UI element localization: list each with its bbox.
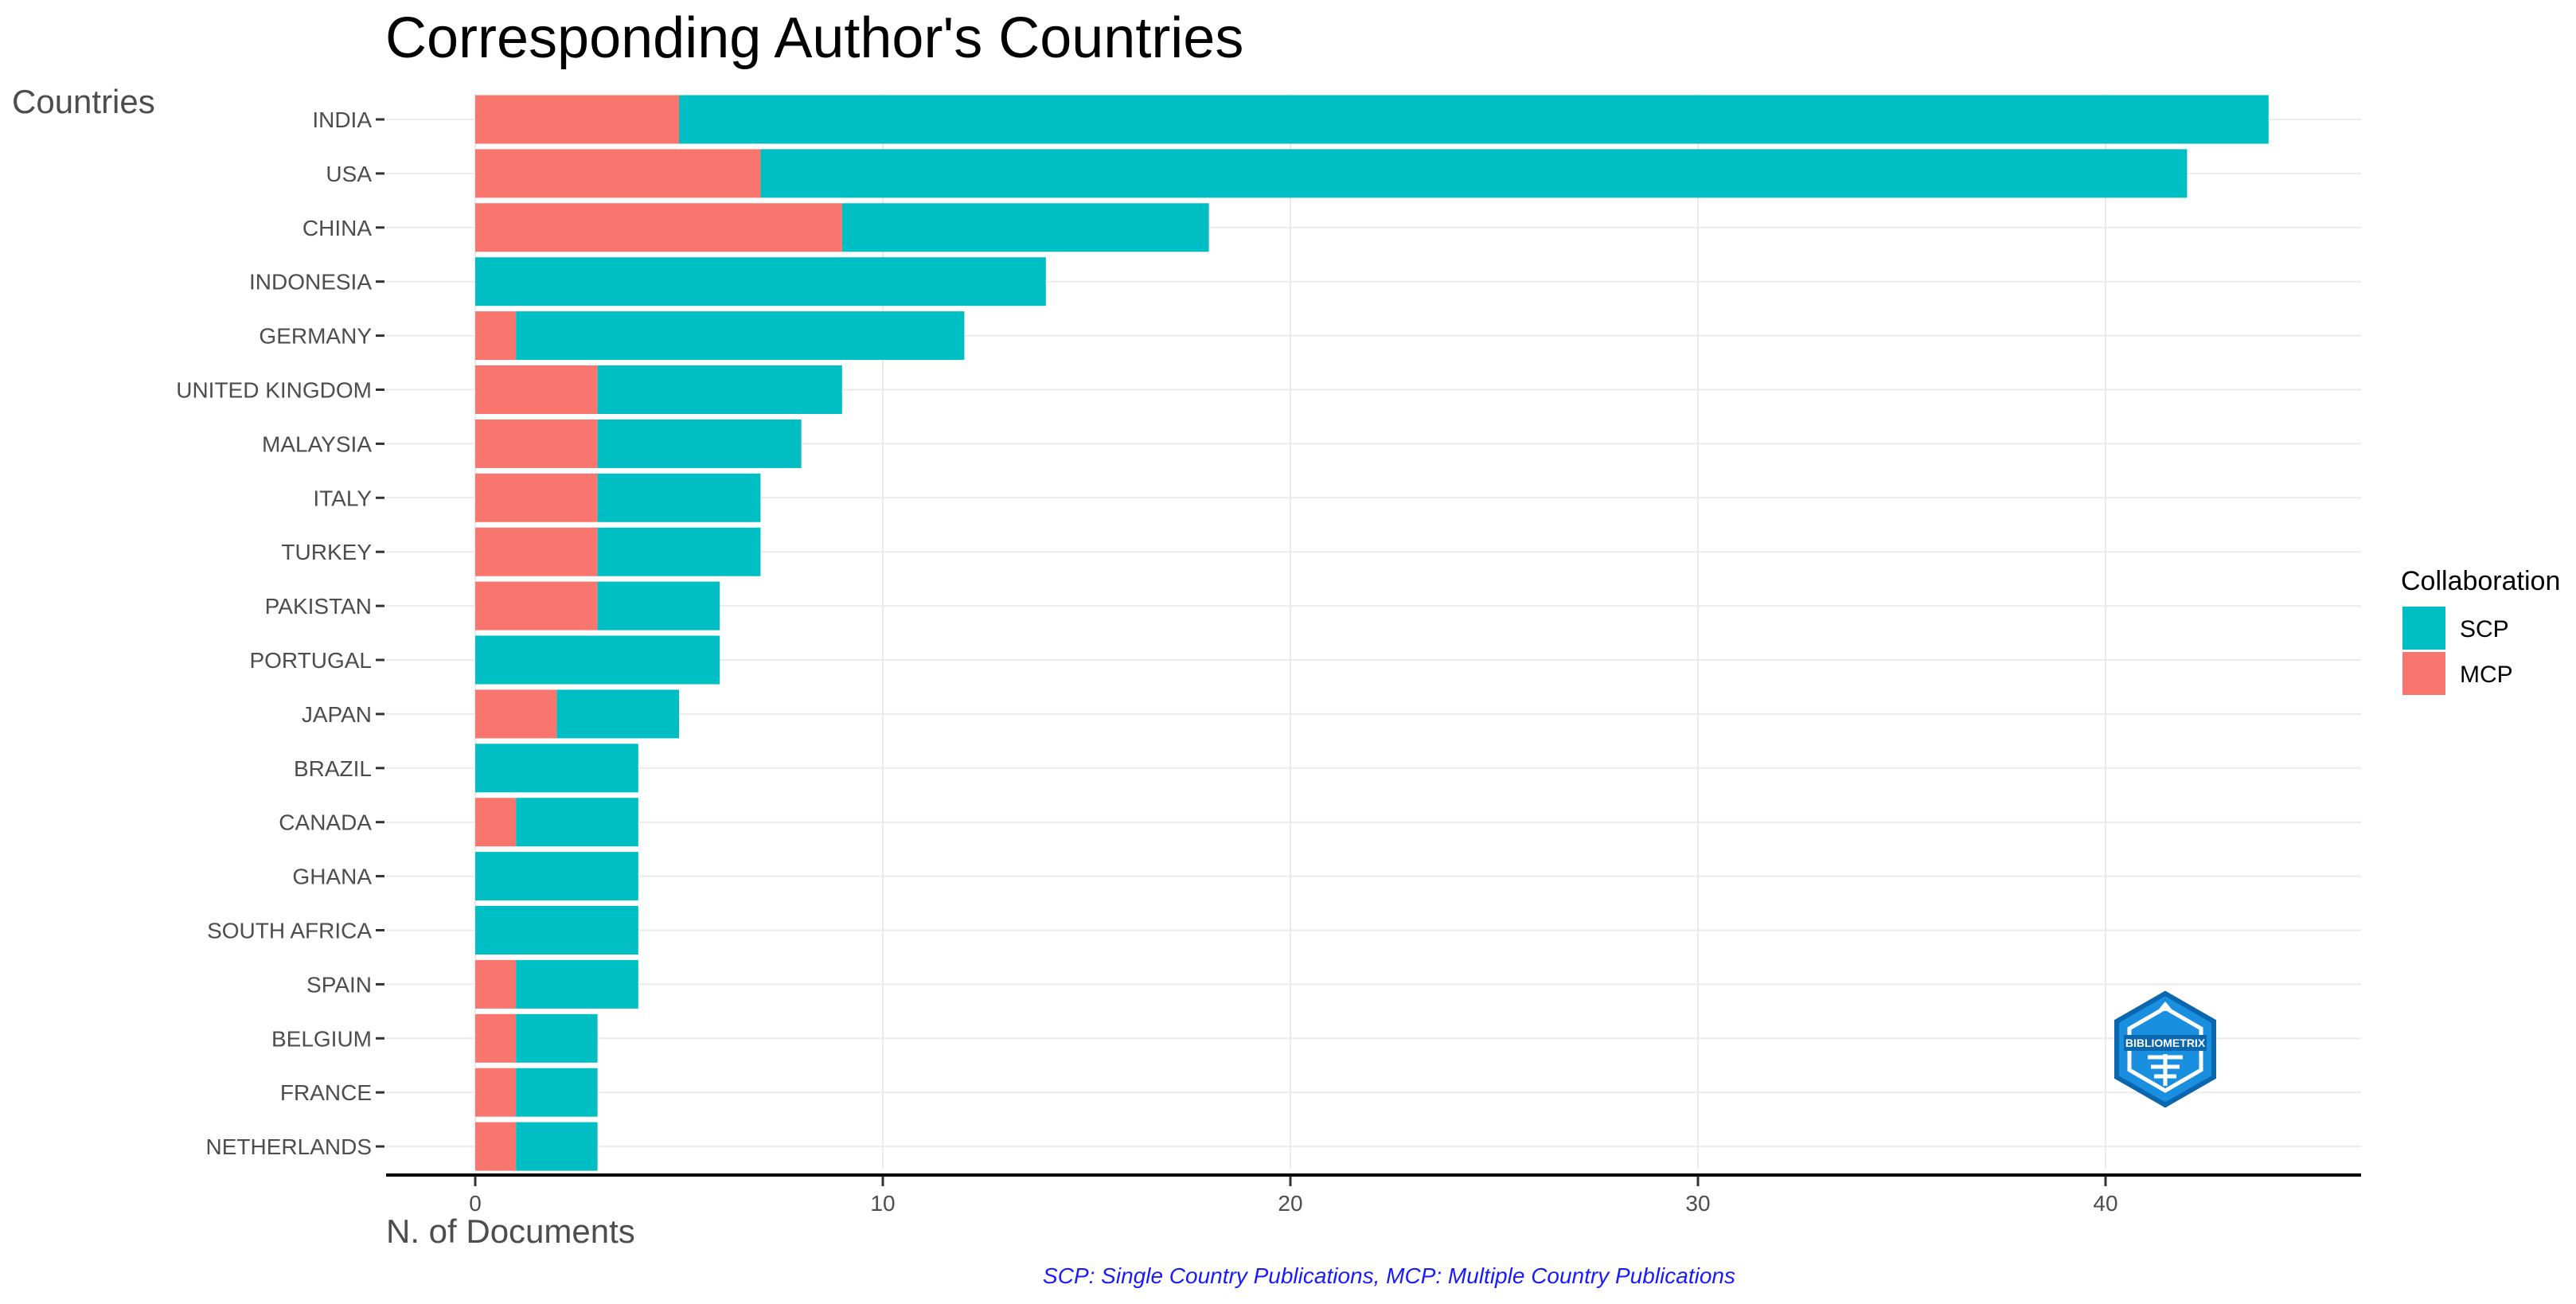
x-axis-title: N. of Documents [386, 1212, 635, 1250]
bar-netherlands-scp [516, 1122, 598, 1171]
bar-malaysia-scp [597, 419, 802, 468]
bar-turkey-mcp [475, 527, 598, 576]
bar-indonesia-scp [475, 257, 1046, 306]
x-tick-labels: 0 10 20 30 40 [469, 1191, 2117, 1216]
bar-spain-mcp [475, 959, 517, 1009]
bar-pakistan-scp [597, 581, 720, 631]
bar-turkey-scp [597, 527, 761, 576]
y-tick-label-united-kingdom: UNITED KINGDOM [176, 378, 372, 403]
bar-italy-scp [597, 473, 761, 522]
chart-title: Corresponding Author's Countries [385, 6, 1243, 70]
bar-germany-mcp [475, 311, 517, 361]
grid-lines [386, 94, 2361, 1169]
bar-usa-mcp [475, 149, 761, 198]
bar-usa-scp [760, 149, 2188, 198]
legend-label-mcp: MCP [2460, 662, 2513, 688]
bar-china-mcp [475, 203, 842, 252]
y-axis-title: Countries [12, 83, 155, 120]
bar-japan-mcp [475, 689, 557, 739]
y-tick-label-spain: SPAIN [306, 972, 372, 997]
bar-portugal-scp [475, 635, 720, 685]
y-tick-label-italy: ITALY [313, 486, 372, 510]
bar-spain-scp [516, 959, 638, 1009]
bar-canada-mcp [475, 798, 517, 847]
legend: Collaboration SCP MCP [2401, 566, 2560, 695]
y-tick-label-indonesia: INDONESIA [249, 270, 372, 295]
y-tick-label-malaysia: MALAYSIA [262, 431, 372, 456]
y-tick-label-pakistan: PAKISTAN [265, 594, 372, 619]
y-tick-label-canada: CANADA [279, 810, 372, 835]
y-tick-label-japan: JAPAN [302, 702, 372, 727]
y-tick-label-china: CHINA [302, 216, 372, 240]
y-tick-label-south-africa: SOUTH AFRICA [207, 919, 372, 943]
legend-key-scp [2402, 607, 2445, 650]
bar-china-scp [841, 203, 1209, 252]
y-tick-label-india: INDIA [312, 107, 372, 132]
bar-brazil-scp [475, 744, 638, 793]
legend-label-scp: SCP [2460, 616, 2509, 642]
bar-india-mcp [475, 95, 679, 144]
bar-pakistan-mcp [475, 581, 598, 631]
y-tick-labels: INDIA USA CHINA INDONESIA GERMANY UNITED KING… [176, 107, 372, 1159]
x-tick-label-30: 30 [1685, 1191, 1710, 1216]
bar-india-scp [679, 95, 2269, 144]
y-tick-label-belgium: BELGIUM [271, 1026, 372, 1051]
bar-france-scp [516, 1068, 598, 1117]
bar-south-africa-scp [475, 906, 638, 955]
y-tick-label-ghana: GHANA [292, 865, 372, 889]
x-tick-label-0: 0 [469, 1191, 482, 1216]
y-tick-label-turkey: TURKEY [281, 540, 372, 564]
y-tick-label-netherlands: NETHERLANDS [206, 1134, 372, 1159]
bar-netherlands-mcp [475, 1122, 517, 1171]
x-tick-label-10: 10 [870, 1191, 895, 1216]
x-tick-label-40: 40 [2093, 1191, 2117, 1216]
bar-belgium-mcp [475, 1013, 517, 1063]
bar-belgium-scp [516, 1013, 598, 1063]
bar-canada-scp [516, 798, 638, 847]
bar-france-mcp [475, 1068, 517, 1117]
bar-malaysia-mcp [475, 419, 598, 468]
y-tick-label-usa: USA [326, 162, 372, 186]
legend-key-mcp [2402, 652, 2445, 695]
x-tick-label-20: 20 [1278, 1191, 1302, 1216]
y-tick-label-germany: GERMANY [259, 324, 372, 349]
bar-japan-scp [556, 689, 679, 739]
bar-united-kingdom-mcp [475, 365, 598, 414]
y-tick-label-brazil: BRAZIL [294, 756, 372, 781]
legend-title: Collaboration [2401, 566, 2560, 596]
bar-germany-scp [516, 311, 965, 361]
bar-ghana-scp [475, 852, 638, 901]
bibliometrix-logo-icon: BIBLIOMETRIX [2114, 990, 2216, 1108]
bars [475, 95, 2269, 1171]
logo-lettering: BIBLIOMETRIX [2125, 1037, 2206, 1049]
y-tick-label-portugal: PORTUGAL [249, 648, 372, 673]
caption: SCP: Single Country Publications, MCP: M… [1043, 1263, 1735, 1288]
bar-italy-mcp [475, 473, 598, 522]
axes [376, 118, 2361, 1186]
bar-united-kingdom-scp [597, 365, 842, 414]
y-tick-label-france: FRANCE [280, 1080, 372, 1105]
